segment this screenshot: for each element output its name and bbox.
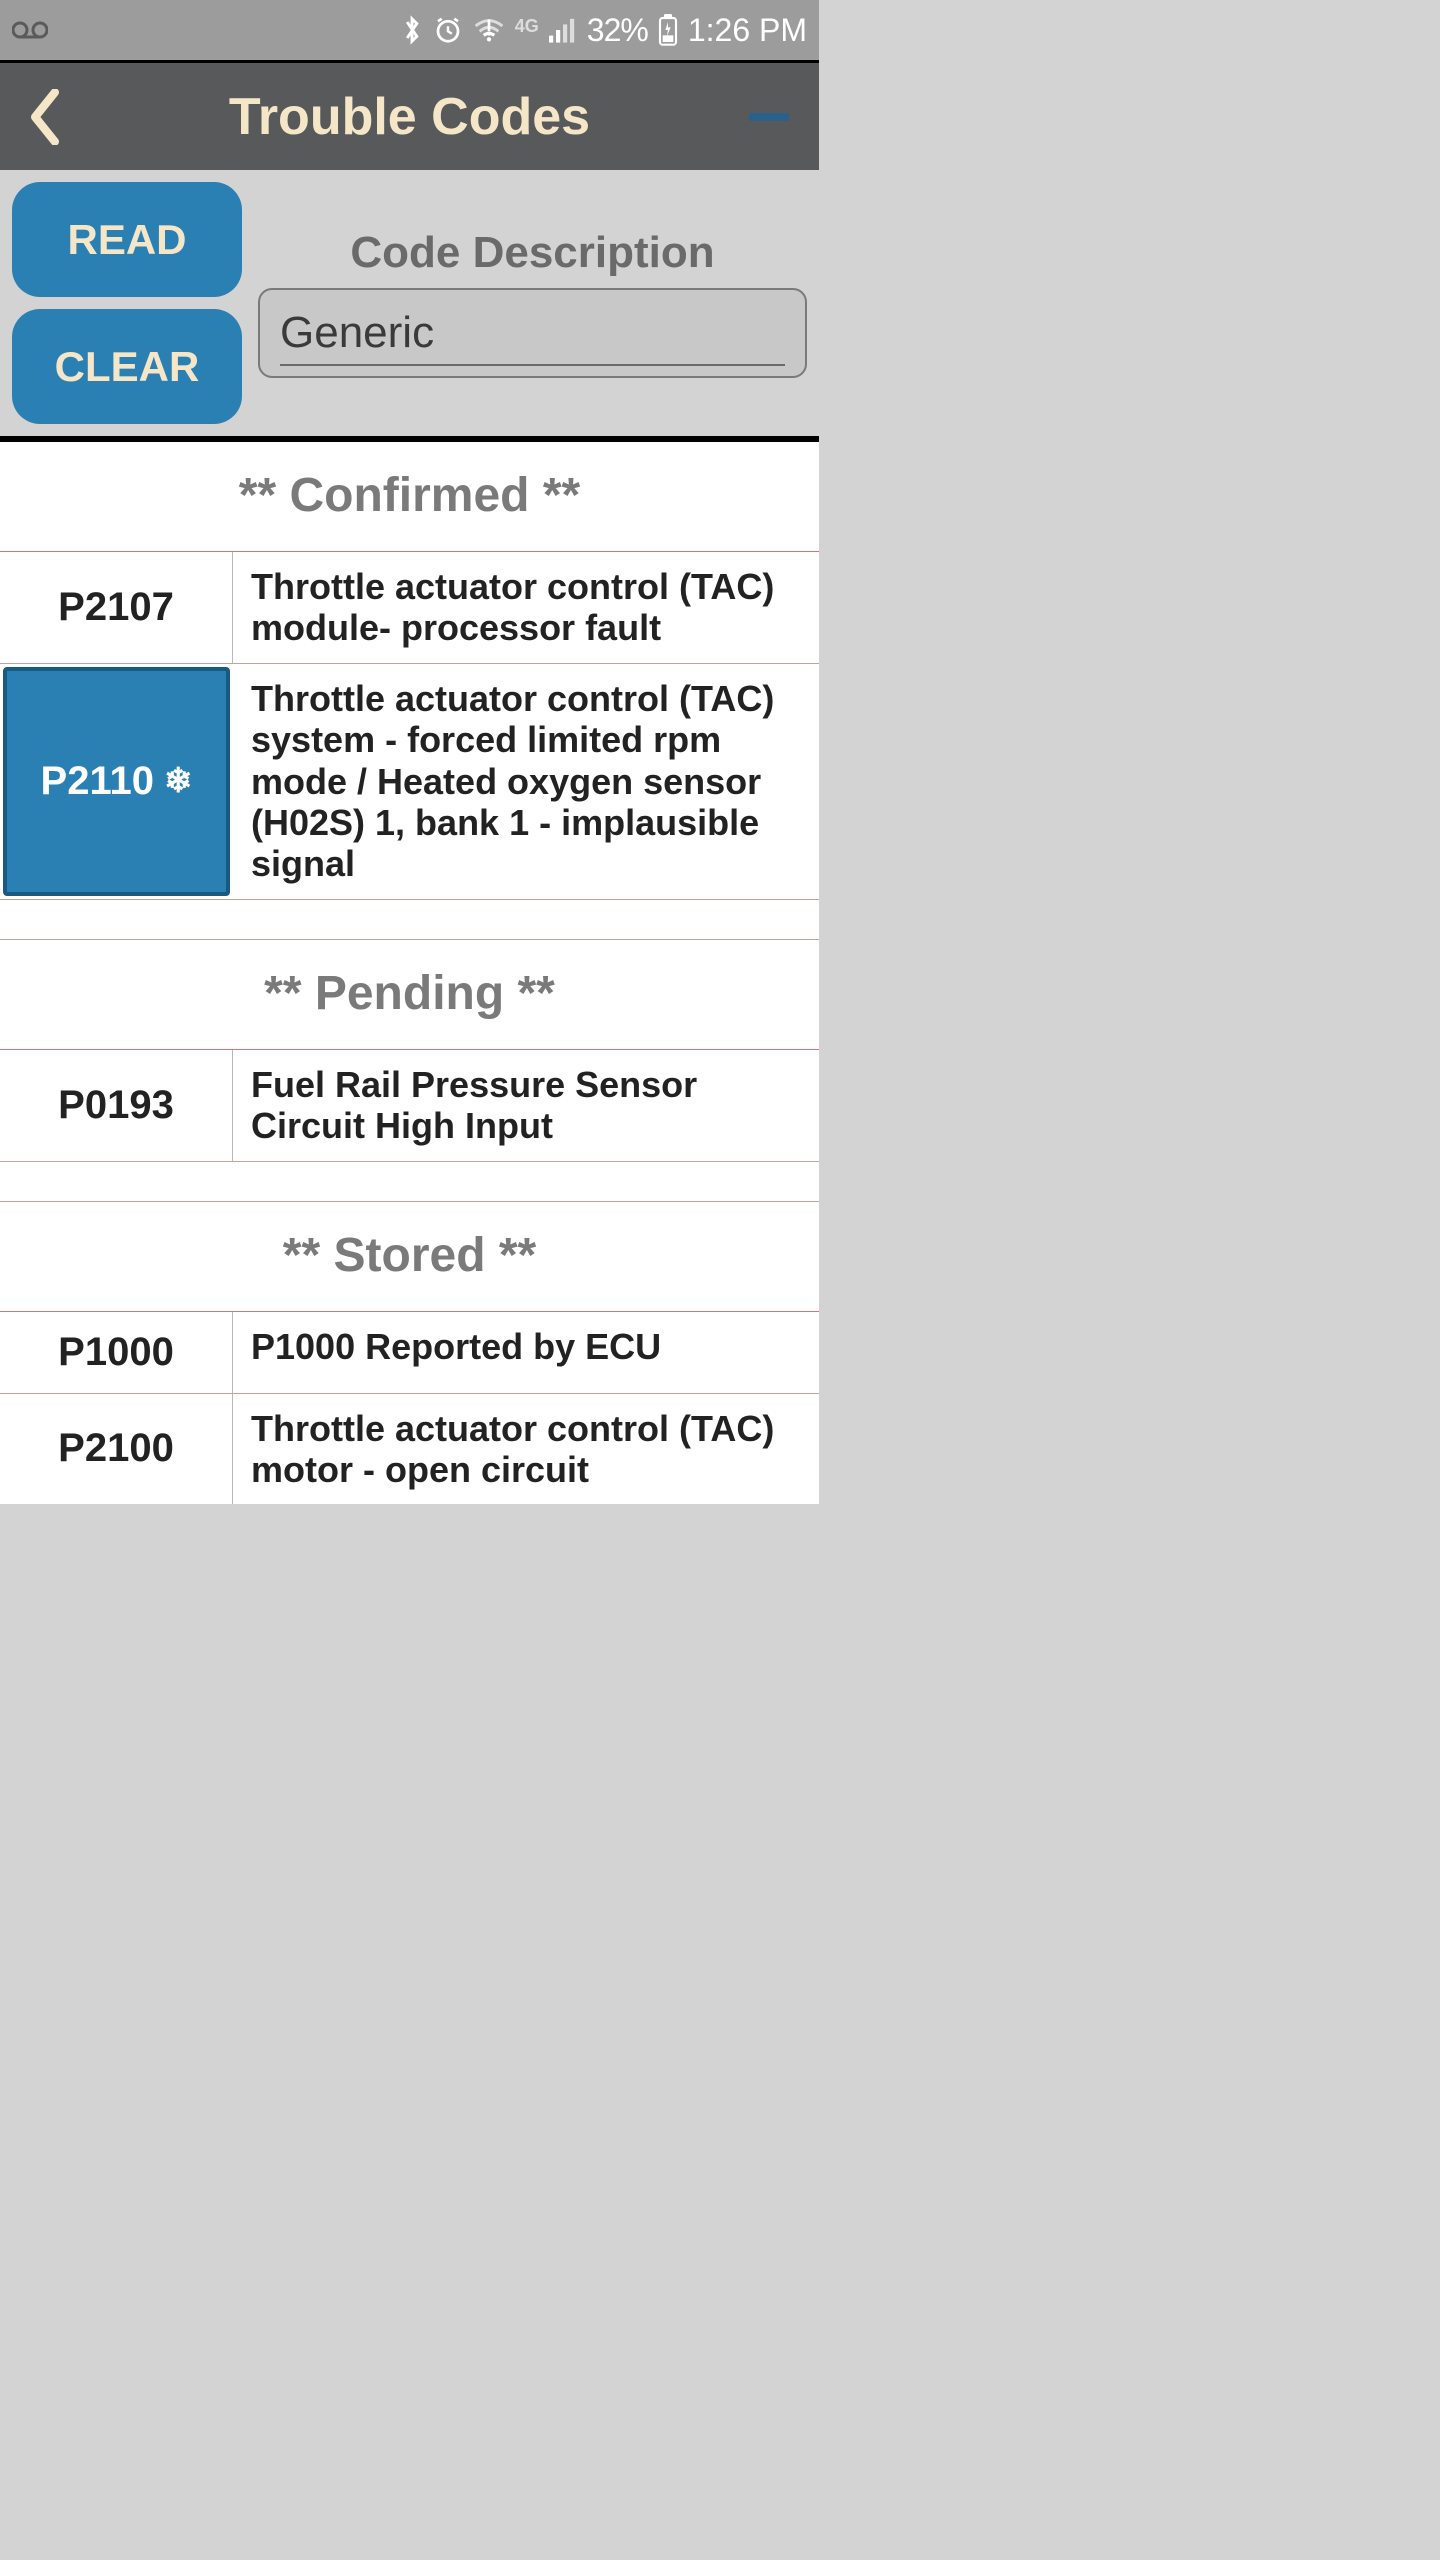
voicemail-icon — [12, 20, 48, 40]
clear-button[interactable]: CLEAR — [12, 309, 242, 424]
network-4g-icon: 4G — [515, 16, 539, 37]
status-bar: 4G 32% 1:26 PM — [0, 0, 819, 60]
controls-panel: READ CLEAR Code Description Generic — [0, 170, 819, 439]
bluetooth-icon — [401, 14, 423, 46]
code-description: Throttle actuator control (TAC) motor - … — [233, 1394, 819, 1505]
table-row[interactable]: P2100 Throttle actuator control (TAC) mo… — [0, 1394, 819, 1505]
status-right: 4G 32% 1:26 PM — [401, 12, 807, 49]
code-description: P1000 Reported by ECU — [233, 1312, 819, 1393]
code-text: P1000 — [58, 1330, 174, 1375]
spacer — [0, 900, 819, 940]
section-header-stored: ** Stored ** — [0, 1202, 819, 1312]
table-row[interactable]: P1000 P1000 Reported by ECU — [0, 1312, 819, 1394]
app-header: Trouble Codes — [0, 60, 819, 170]
code-cell: P2107 — [0, 552, 233, 663]
battery-percent: 32% — [587, 12, 648, 49]
codes-list: ** Confirmed ** P2107 Throttle actuator … — [0, 439, 819, 1504]
description-column: Code Description Generic — [258, 182, 807, 424]
table-row[interactable]: P0193 Fuel Rail Pressure Sensor Circuit … — [0, 1050, 819, 1162]
table-row[interactable]: P2110 ❄ Throttle actuator control (TAC) … — [0, 664, 819, 900]
section-header-confirmed: ** Confirmed ** — [0, 442, 819, 552]
page-title: Trouble Codes — [20, 87, 799, 147]
signal-icon — [549, 17, 577, 43]
code-text: P2110 — [41, 759, 154, 804]
code-description: Fuel Rail Pressure Sensor Circuit High I… — [233, 1050, 819, 1161]
read-button[interactable]: READ — [12, 182, 242, 297]
spacer — [0, 1162, 819, 1202]
code-description: Throttle actuator control (TAC) system -… — [233, 664, 819, 899]
code-cell-selected: P2110 ❄ — [3, 667, 230, 896]
description-value: Generic — [280, 308, 785, 366]
code-text: P2100 — [58, 1426, 174, 1471]
code-text: P2107 — [58, 585, 174, 630]
menu-indicator[interactable] — [749, 113, 789, 121]
button-column: READ CLEAR — [12, 182, 242, 424]
snowflake-icon: ❄ — [164, 761, 193, 801]
code-description: Throttle actuator control (TAC) module- … — [233, 552, 819, 663]
wifi-icon — [473, 17, 505, 43]
back-button[interactable] — [20, 82, 70, 152]
description-label: Code Description — [350, 228, 714, 278]
phone-frame: 4G 32% 1:26 PM — [0, 0, 819, 1504]
clock-text: 1:26 PM — [688, 12, 807, 49]
description-box[interactable]: Generic — [258, 288, 807, 378]
code-cell: P1000 — [0, 1312, 233, 1393]
code-cell: P0193 — [0, 1050, 233, 1161]
table-row[interactable]: P2107 Throttle actuator control (TAC) mo… — [0, 552, 819, 664]
section-header-pending: ** Pending ** — [0, 940, 819, 1050]
code-text: P0193 — [58, 1083, 174, 1128]
battery-icon — [658, 14, 678, 46]
status-left — [12, 20, 48, 40]
code-cell: P2100 — [0, 1394, 233, 1505]
alarm-icon — [433, 15, 463, 45]
